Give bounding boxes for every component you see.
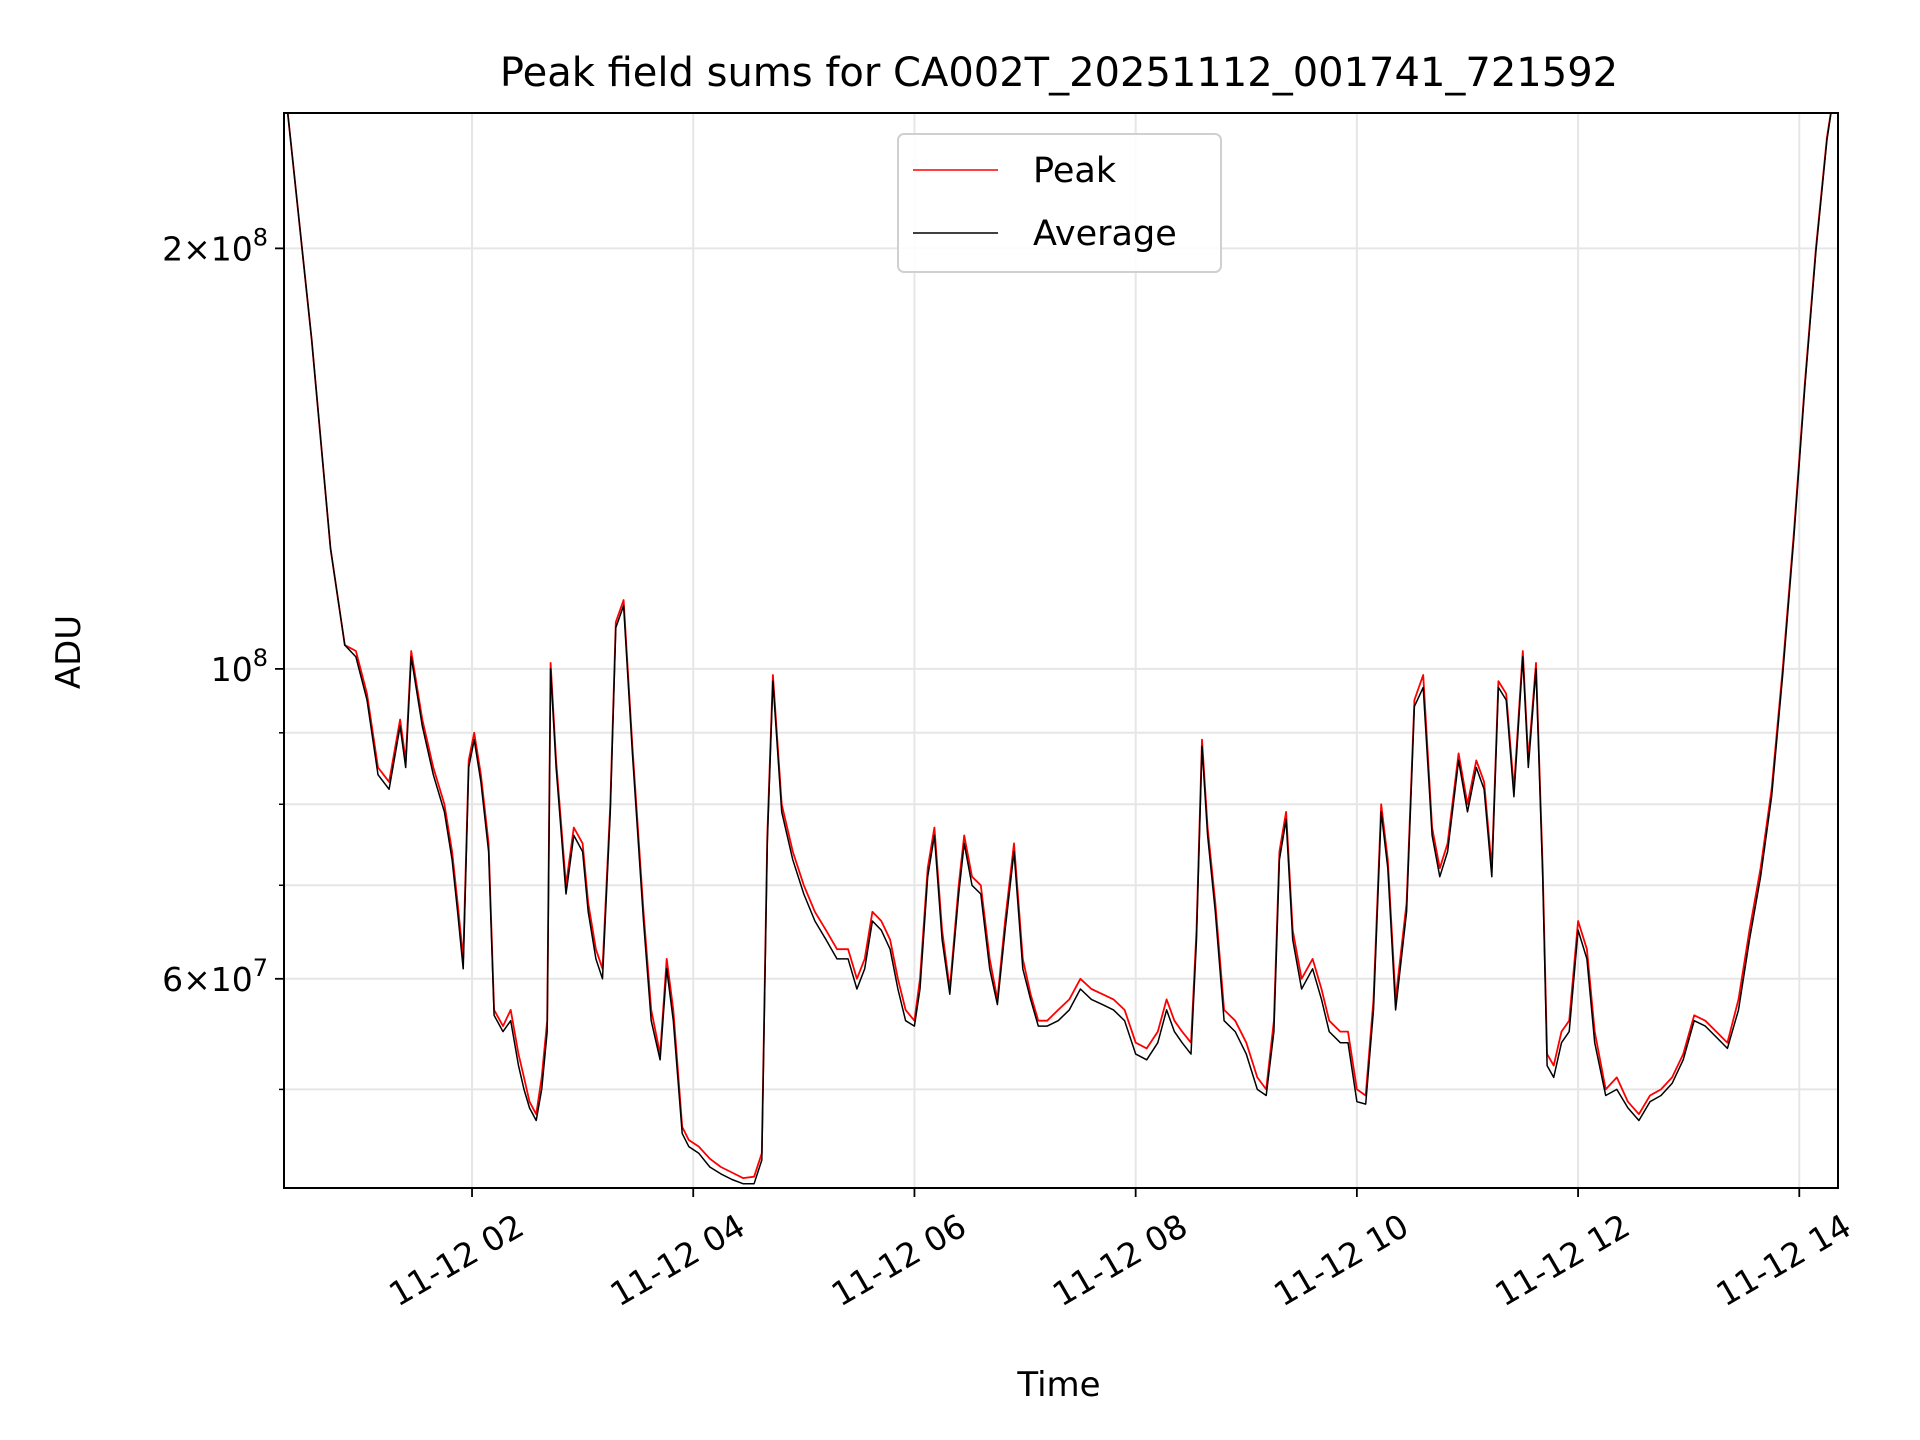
series-layer xyxy=(286,113,1832,1185)
series-line-average xyxy=(286,113,1832,1185)
legend[interactable]: Peak Average xyxy=(897,133,1222,273)
x-axis-label: Time xyxy=(1016,1365,1100,1405)
y-tick-exponent: 8 xyxy=(253,223,268,251)
y-tick-label: 6×107 xyxy=(162,954,268,999)
chart-title: Peak field sums for CA002T_20251112_0017… xyxy=(500,50,1618,96)
y-tick-exponent: 8 xyxy=(253,644,268,672)
y-tick-mantissa: 2 xyxy=(162,229,183,268)
y-tick-label: 108 xyxy=(211,644,268,689)
y-tick-label: 2×108 xyxy=(162,223,268,268)
plot-frame xyxy=(283,112,1839,1189)
legend-box xyxy=(897,133,1222,273)
y-axis-label: ADU xyxy=(49,615,89,689)
y-tick-mantissa: 6 xyxy=(162,960,183,999)
legend-label-average: Average xyxy=(1033,214,1177,254)
series-clip-group xyxy=(286,113,1832,1185)
y-tick-exponent: 7 xyxy=(253,954,268,982)
legend-label-peak: Peak xyxy=(1033,151,1117,191)
